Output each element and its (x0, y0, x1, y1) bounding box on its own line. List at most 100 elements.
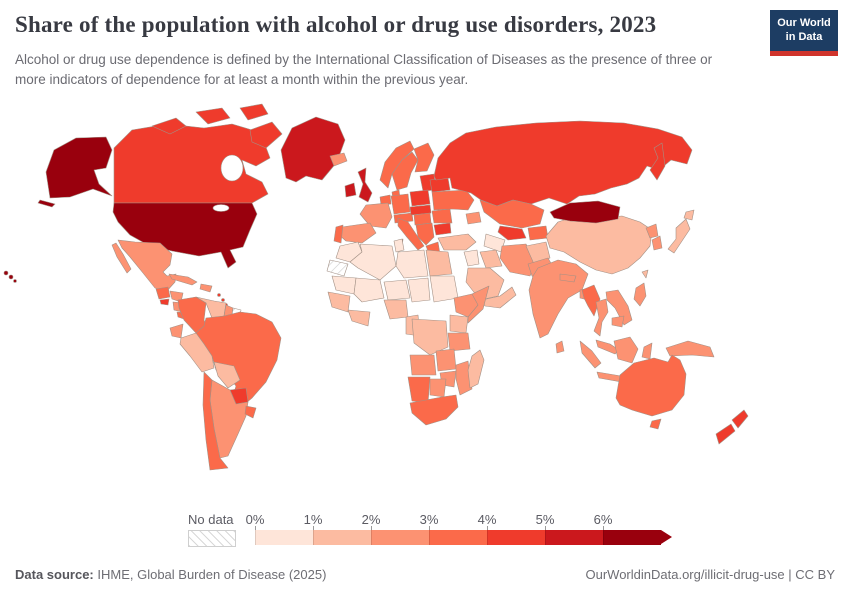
country-iraq[interactable] (479, 249, 503, 269)
country-romania[interactable] (431, 208, 453, 224)
country-bolivia[interactable] (213, 361, 241, 389)
country-kazakhstan[interactable] (479, 199, 545, 229)
country-afghanistan[interactable] (525, 241, 551, 265)
country-kyrgyzstan-tajikistan[interactable] (527, 225, 549, 241)
country-philippines[interactable] (633, 282, 647, 307)
country-chile[interactable] (202, 371, 229, 471)
country-sri-lanka[interactable] (555, 340, 565, 354)
country-poland[interactable] (409, 189, 431, 207)
country-levant[interactable] (463, 249, 480, 267)
country-kenya[interactable] (449, 314, 469, 334)
country-sweden[interactable] (391, 151, 419, 191)
country-tunisia[interactable] (393, 238, 405, 253)
country-algeria[interactable] (349, 243, 397, 281)
country-usa-hawaii-1[interactable] (3, 270, 9, 276)
country-taiwan[interactable] (641, 269, 649, 279)
country-mongolia[interactable] (549, 200, 621, 224)
country-ivory-coast-ghana[interactable] (347, 309, 371, 327)
country-france[interactable] (359, 202, 393, 229)
country-uruguay[interactable] (244, 405, 257, 419)
country-mali[interactable] (353, 277, 385, 303)
country-new-zealand-south[interactable] (715, 423, 736, 445)
country-canada-arctic-3[interactable] (239, 103, 269, 121)
country-indonesia-sumatra[interactable] (579, 340, 602, 369)
country-ecuador[interactable] (169, 323, 184, 339)
country-guatemala[interactable] (155, 286, 171, 300)
country-niger[interactable] (383, 279, 411, 301)
owid-logo[interactable]: Our World in Data (770, 10, 838, 56)
country-caribbean-1[interactable] (217, 293, 221, 297)
country-usa-hawaii-3[interactable] (13, 279, 17, 283)
country-uzbekistan[interactable] (497, 225, 527, 241)
country-canada-baffin[interactable] (249, 121, 283, 149)
country-tasmania[interactable] (649, 418, 662, 430)
country-cuba[interactable] (168, 273, 198, 286)
country-vietnam-laos[interactable] (605, 289, 633, 326)
country-cambodia[interactable] (611, 315, 625, 328)
country-angola[interactable] (409, 354, 437, 376)
country-zambia[interactable] (435, 348, 457, 372)
legend-bin-2-3%[interactable] (371, 530, 429, 545)
country-iceland[interactable] (329, 152, 348, 167)
legend-bin-4-5%[interactable] (487, 530, 545, 545)
country-new-guinea[interactable] (665, 340, 715, 358)
country-north-korea[interactable] (645, 223, 659, 239)
country-canada-arctic-2[interactable] (195, 107, 231, 125)
country-greenland[interactable] (280, 116, 346, 183)
country-myanmar[interactable] (581, 284, 601, 317)
country-russia[interactable] (433, 120, 693, 207)
country-india[interactable] (528, 259, 589, 339)
country-peru[interactable] (179, 332, 215, 373)
country-italy[interactable] (397, 217, 425, 251)
legend-bin-1-2%[interactable] (313, 530, 371, 545)
legend-no-data-swatch[interactable] (188, 530, 236, 547)
country-thailand[interactable] (593, 298, 609, 337)
legend-bin-5-6%[interactable] (545, 530, 603, 545)
country-madagascar[interactable] (467, 349, 485, 389)
country-mauritania[interactable] (331, 275, 357, 295)
country-canada[interactable] (113, 123, 271, 204)
footer-link[interactable]: OurWorldinData.org/illicit-drug-use | CC… (585, 567, 836, 582)
country-caribbean-2[interactable] (221, 298, 225, 302)
country-somalia[interactable] (467, 285, 490, 324)
country-benelux[interactable] (379, 194, 392, 206)
country-south-africa[interactable] (409, 394, 459, 426)
country-iran[interactable] (499, 243, 537, 277)
country-nigeria[interactable] (383, 299, 409, 320)
country-mexico[interactable] (117, 239, 177, 293)
country-portugal[interactable] (333, 224, 344, 244)
country-turkey[interactable] (437, 233, 477, 251)
country-egypt[interactable] (425, 249, 453, 277)
country-ukraine[interactable] (431, 189, 475, 211)
country-saudi-arabia[interactable] (465, 267, 505, 301)
country-canada-arctic-1[interactable] (151, 117, 187, 135)
country-caucasus[interactable] (465, 211, 482, 225)
country-bulgaria[interactable] (433, 222, 452, 236)
country-balkans[interactable] (415, 222, 435, 246)
country-drc[interactable] (411, 318, 449, 356)
country-senegal-guinea[interactable] (327, 291, 351, 313)
country-usa-mainland[interactable] (112, 202, 258, 269)
country-western-sahara[interactable] (326, 259, 349, 277)
country-usa-hawaii-2[interactable] (8, 274, 14, 280)
country-mexico-baja[interactable] (111, 242, 132, 274)
legend-bin-3-4%[interactable] (429, 530, 487, 545)
country-ireland[interactable] (344, 182, 357, 198)
country-spain[interactable] (337, 222, 377, 244)
country-el-salvador[interactable] (159, 298, 170, 306)
country-germany[interactable] (390, 193, 411, 215)
country-nepal[interactable] (559, 273, 577, 283)
country-usa-aleutians[interactable] (37, 199, 56, 208)
country-libya[interactable] (395, 249, 429, 279)
country-czech-slovakia[interactable] (409, 204, 432, 216)
country-botswana[interactable] (429, 378, 447, 398)
country-tanzania[interactable] (447, 332, 471, 352)
country-hispaniola[interactable] (199, 283, 213, 293)
country-united-kingdom[interactable] (357, 167, 373, 203)
legend-bin-6%+[interactable] (603, 530, 661, 545)
country-japan-hokkaido[interactable] (683, 209, 695, 221)
country-finland[interactable] (413, 142, 435, 173)
country-yemen-oman[interactable] (481, 286, 517, 309)
legend-bin-0-1%[interactable] (255, 530, 313, 545)
country-chad[interactable] (407, 277, 431, 303)
